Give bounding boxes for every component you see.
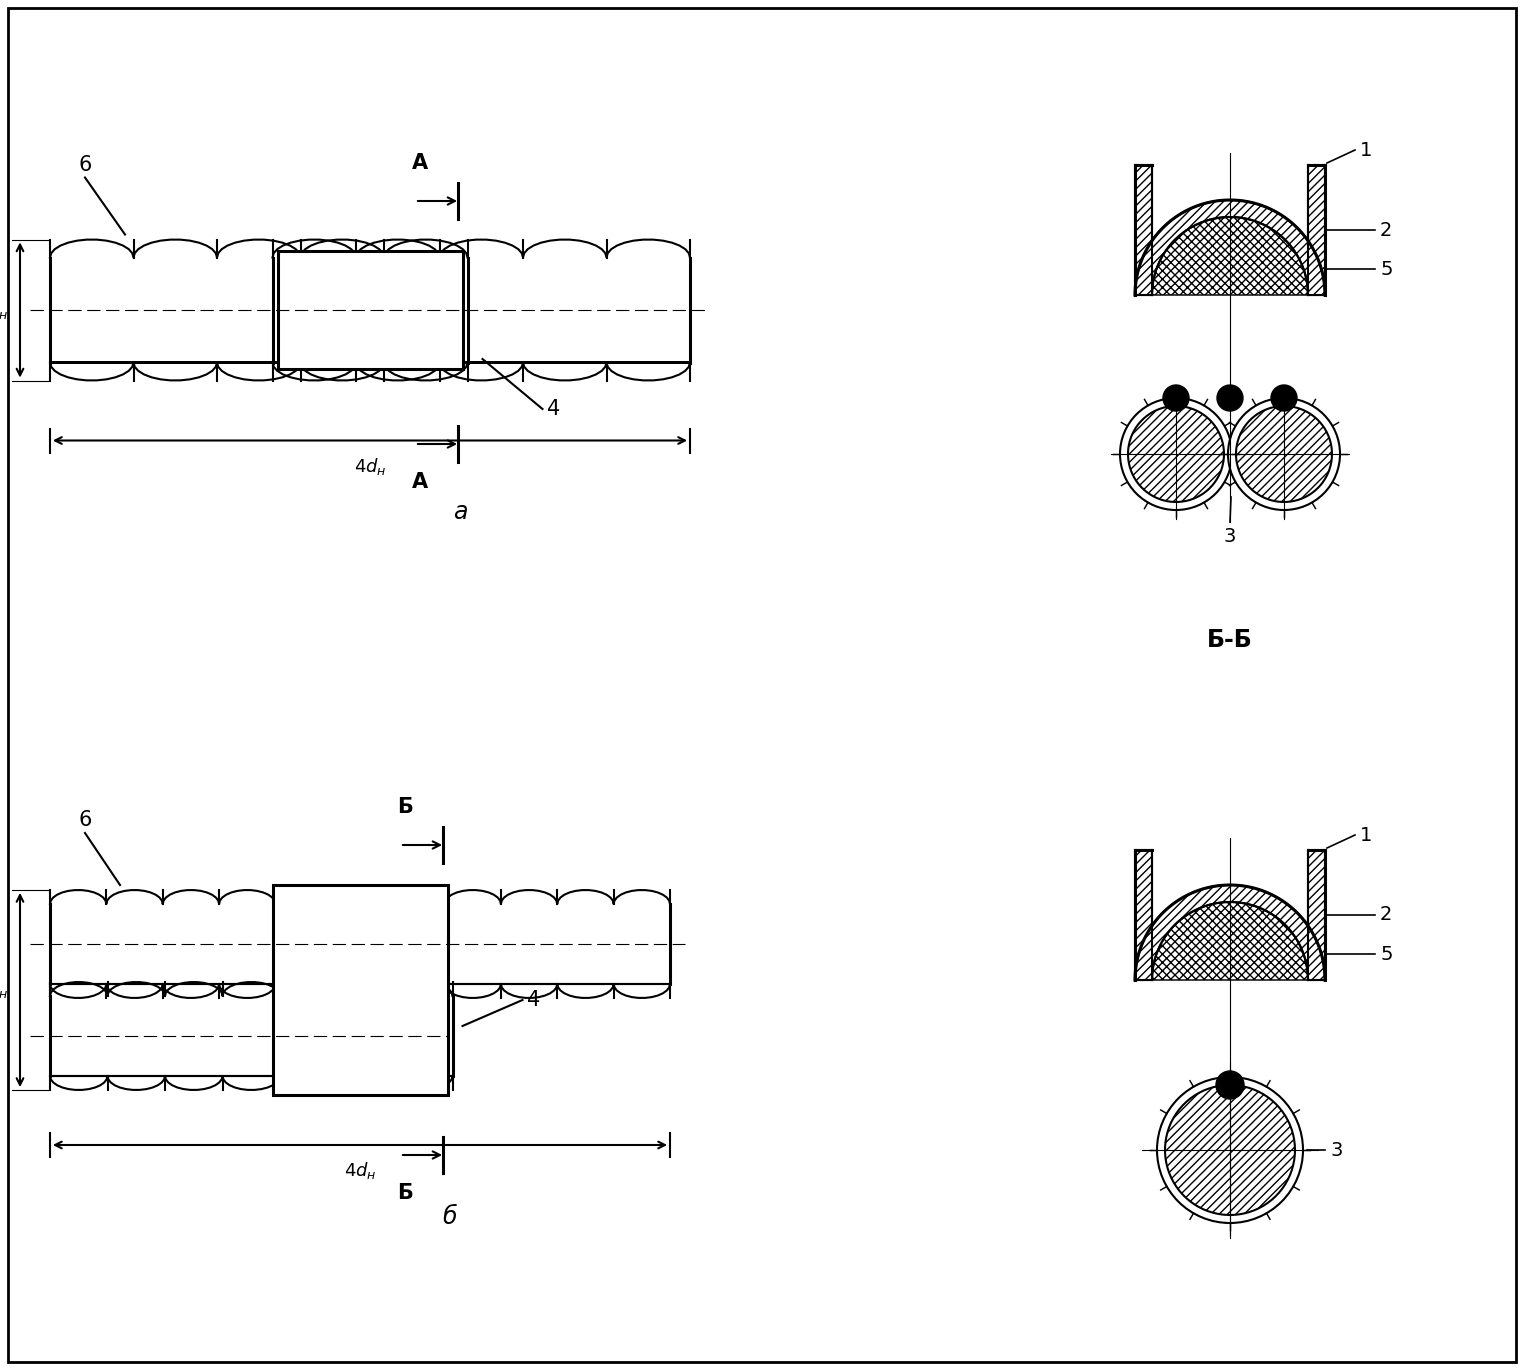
Text: А: А [411,473,428,492]
Text: 6: 6 [78,810,91,830]
Polygon shape [1152,901,1308,980]
Polygon shape [1135,849,1152,980]
Polygon shape [1135,200,1324,295]
Text: 5: 5 [1381,944,1393,963]
Bar [50,996,453,1075]
Text: 4: 4 [527,991,541,1010]
Text: $d_н$: $d_н$ [0,300,8,321]
Text: $d_н$: $d_н$ [0,980,8,1000]
Polygon shape [1152,216,1308,295]
Polygon shape [1236,406,1332,501]
Circle shape [1228,399,1340,510]
Polygon shape [1164,1085,1295,1215]
Polygon shape [1135,885,1324,980]
Polygon shape [1308,164,1324,295]
Text: 6: 6 [78,155,91,174]
Circle shape [1157,1077,1303,1223]
Bar [277,251,462,369]
Text: Б-Б: Б-Б [1207,627,1253,652]
Text: а: а [453,500,468,523]
Circle shape [1218,385,1244,411]
Bar [50,904,671,984]
Circle shape [1163,385,1189,411]
Text: б: б [442,1206,457,1229]
Text: 5: 5 [1381,259,1393,278]
Polygon shape [1128,406,1224,501]
Text: Б: Б [398,1184,413,1203]
Bar [50,258,468,363]
Bar [273,885,448,1095]
Text: $4d_н$: $4d_н$ [344,1160,376,1181]
Bar [273,258,690,363]
Polygon shape [1135,164,1152,295]
Circle shape [1271,385,1297,411]
Text: А: А [411,153,428,173]
Text: Б: Б [398,797,413,817]
Polygon shape [1308,849,1324,980]
Text: 1: 1 [1359,141,1373,159]
Text: 3: 3 [1330,1140,1343,1159]
Text: 3: 3 [1224,527,1236,547]
Text: $4d_н$: $4d_н$ [354,455,386,477]
Text: 4: 4 [547,399,561,419]
Text: 1: 1 [1359,826,1373,844]
Circle shape [1120,399,1231,510]
Text: 2: 2 [1381,221,1393,240]
Text: 2: 2 [1381,906,1393,925]
Circle shape [1216,1071,1244,1099]
